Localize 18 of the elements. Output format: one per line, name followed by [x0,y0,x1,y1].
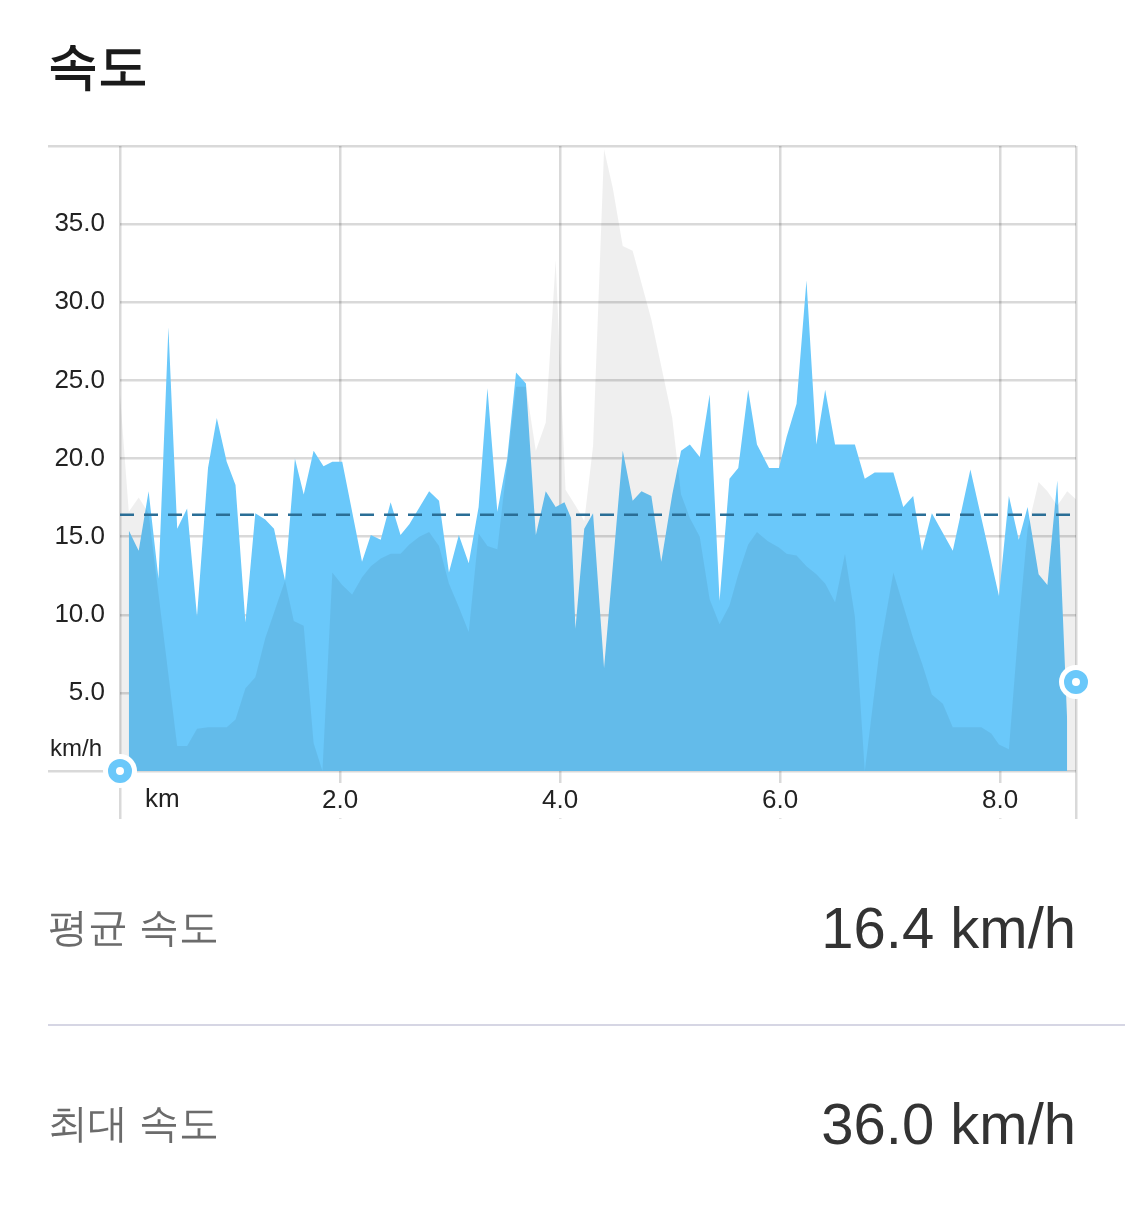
y-tick-label: 10.0 [54,597,105,628]
x-tick-label: 4.0 [541,783,579,814]
text: 16.4 km/h [821,893,1076,961]
y-tick-label: 15.0 [54,519,105,550]
y-tick-label: 35.0 [54,207,105,238]
x-axis-title: km [145,783,180,814]
x-tick-label: 2.0 [321,783,359,814]
text: 평균 속도 [48,903,220,951]
x-tick-label: 6.0 [761,783,799,814]
y-tick-label: 25.0 [54,363,105,394]
x-tick-label: 8.0 [982,783,1019,814]
y-tick-label: 5.0 [68,676,105,707]
y-tick-label: 20.0 [54,441,105,472]
y-axis-title: km/h [49,733,102,761]
text: 최대 속도 [48,1099,220,1147]
text: 36.0 km/h [821,1089,1076,1157]
chart-title: 속도 [48,37,148,96]
y-tick-label: 30.0 [54,285,105,316]
